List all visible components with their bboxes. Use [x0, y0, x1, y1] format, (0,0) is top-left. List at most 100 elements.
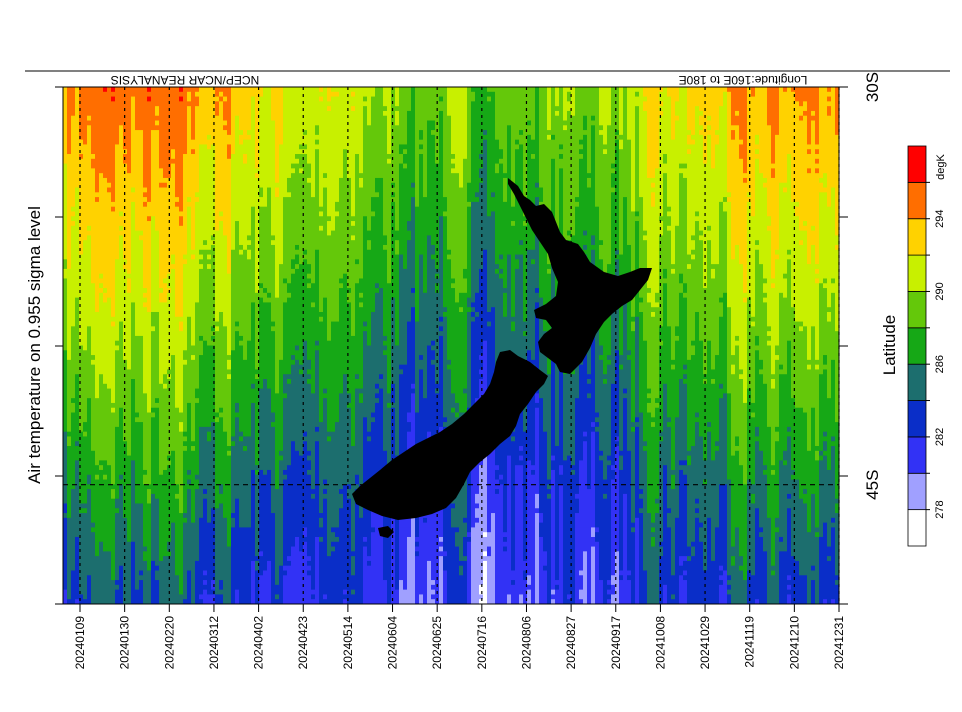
- heatmap-cell: [115, 264, 120, 269]
- heatmap-cell: [231, 312, 236, 317]
- heatmap-cell: [207, 173, 212, 178]
- heatmap-cell: [243, 561, 248, 566]
- heatmap-cell: [223, 384, 228, 389]
- heatmap-cell: [227, 192, 232, 197]
- heatmap-cell: [147, 240, 152, 245]
- heatmap-cell: [175, 575, 180, 580]
- heatmap-cell: [131, 580, 136, 585]
- heatmap-cell: [155, 106, 160, 111]
- heatmap-cell: [115, 211, 120, 216]
- heatmap-cell: [187, 326, 192, 331]
- heatmap-cell: [155, 302, 160, 307]
- heatmap-cell: [115, 532, 120, 537]
- heatmap-cell: [187, 513, 192, 518]
- heatmap-cell: [195, 140, 200, 145]
- heatmap-cell: [155, 532, 160, 537]
- heatmap-cell: [75, 178, 80, 183]
- heatmap-cell: [115, 231, 120, 236]
- heatmap-cell: [111, 211, 116, 216]
- heatmap-cell: [107, 293, 112, 298]
- heatmap-cell: [75, 259, 80, 264]
- heatmap-cell: [191, 585, 196, 590]
- heatmap-cell: [199, 269, 204, 274]
- heatmap-cell: [83, 575, 88, 580]
- heatmap-cell: [155, 92, 160, 97]
- heatmap-cell: [219, 556, 224, 561]
- heatmap-cell: [87, 302, 92, 307]
- heatmap-cell: [215, 547, 220, 552]
- heatmap-cell: [135, 216, 140, 221]
- heatmap-cell: [131, 341, 136, 346]
- heatmap-cell: [231, 451, 236, 456]
- heatmap-cell: [171, 111, 176, 116]
- heatmap-cell: [151, 508, 156, 513]
- heatmap-cell: [171, 590, 176, 595]
- heatmap-cell: [95, 460, 100, 465]
- heatmap-cell: [155, 441, 160, 446]
- heatmap-cell: [63, 417, 68, 422]
- heatmap-cell: [71, 154, 76, 159]
- heatmap-cell: [71, 575, 76, 580]
- heatmap-cell: [111, 111, 116, 116]
- heatmap-cell: [179, 240, 184, 245]
- heatmap-cell: [119, 408, 124, 413]
- heatmap-cell: [195, 317, 200, 322]
- heatmap-cell: [131, 542, 136, 547]
- heatmap-cell: [187, 346, 192, 351]
- heatmap-cell: [219, 283, 224, 288]
- heatmap-cell: [67, 92, 72, 97]
- heatmap-cell: [103, 398, 108, 403]
- heatmap-cell: [143, 288, 148, 293]
- heatmap-cell: [99, 470, 104, 475]
- heatmap-cell: [67, 173, 72, 178]
- heatmap-cell: [215, 527, 220, 532]
- heatmap-cell: [103, 523, 108, 528]
- heatmap-cell: [183, 188, 188, 193]
- heatmap-cell: [155, 245, 160, 250]
- heatmap-cell: [187, 393, 192, 398]
- heatmap-cell: [179, 398, 184, 403]
- heatmap-cell: [207, 489, 212, 494]
- heatmap-cell: [67, 384, 72, 389]
- heatmap-cell: [203, 532, 208, 537]
- heatmap-cell: [231, 441, 236, 446]
- heatmap-cell: [63, 360, 68, 365]
- heatmap-cell: [191, 192, 196, 197]
- heatmap-cell: [163, 346, 168, 351]
- heatmap-cell: [227, 446, 232, 451]
- heatmap-cell: [235, 346, 240, 351]
- heatmap-cell: [107, 566, 112, 571]
- heatmap-cell: [191, 116, 196, 121]
- heatmap-cell: [211, 259, 216, 264]
- heatmap-cell: [223, 250, 228, 255]
- heatmap-cell: [199, 551, 204, 556]
- heatmap-cell: [127, 97, 132, 102]
- heatmap-cell: [95, 398, 100, 403]
- heatmap-cell: [179, 422, 184, 427]
- heatmap-cell: [207, 293, 212, 298]
- heatmap-cell: [187, 417, 192, 422]
- heatmap-cell: [83, 436, 88, 441]
- heatmap-cell: [239, 389, 244, 394]
- heatmap-cell: [115, 235, 120, 240]
- heatmap-cell: [83, 341, 88, 346]
- heatmap-cell: [151, 346, 156, 351]
- heatmap-cell: [207, 413, 212, 418]
- heatmap-cell: [127, 547, 132, 552]
- heatmap-cell: [99, 178, 104, 183]
- heatmap-cell: [183, 307, 188, 312]
- heatmap-cell: [63, 164, 68, 169]
- heatmap-cell: [243, 350, 248, 355]
- heatmap-cell: [135, 413, 140, 418]
- heatmap-cell: [191, 475, 196, 480]
- heatmap-cell: [71, 183, 76, 188]
- heatmap-cell: [115, 350, 120, 355]
- heatmap-cell: [243, 408, 248, 413]
- heatmap-cell: [99, 111, 104, 116]
- heatmap-cell: [95, 389, 100, 394]
- heatmap-cell: [231, 570, 236, 575]
- heatmap-cell: [75, 255, 80, 260]
- heatmap-cell: [203, 302, 208, 307]
- heatmap-cell: [71, 570, 76, 575]
- heatmap-cell: [139, 288, 144, 293]
